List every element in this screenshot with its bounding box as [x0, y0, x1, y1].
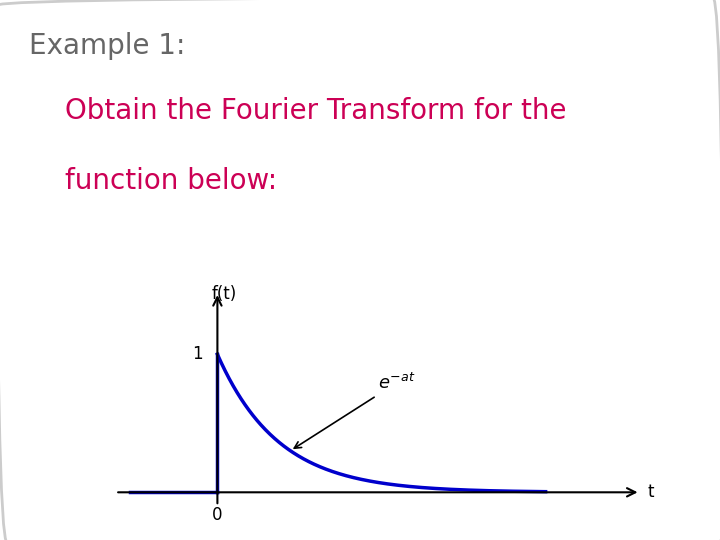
Text: function below:: function below: — [65, 167, 277, 195]
Text: Obtain the Fourier Transform for the: Obtain the Fourier Transform for the — [65, 97, 567, 125]
Text: Example 1:: Example 1: — [29, 32, 185, 60]
Text: 0: 0 — [212, 506, 222, 524]
Text: $e^{-at}$: $e^{-at}$ — [294, 373, 415, 448]
Text: t: t — [648, 483, 654, 501]
Text: 1: 1 — [192, 345, 203, 363]
Text: f(t): f(t) — [212, 285, 237, 303]
